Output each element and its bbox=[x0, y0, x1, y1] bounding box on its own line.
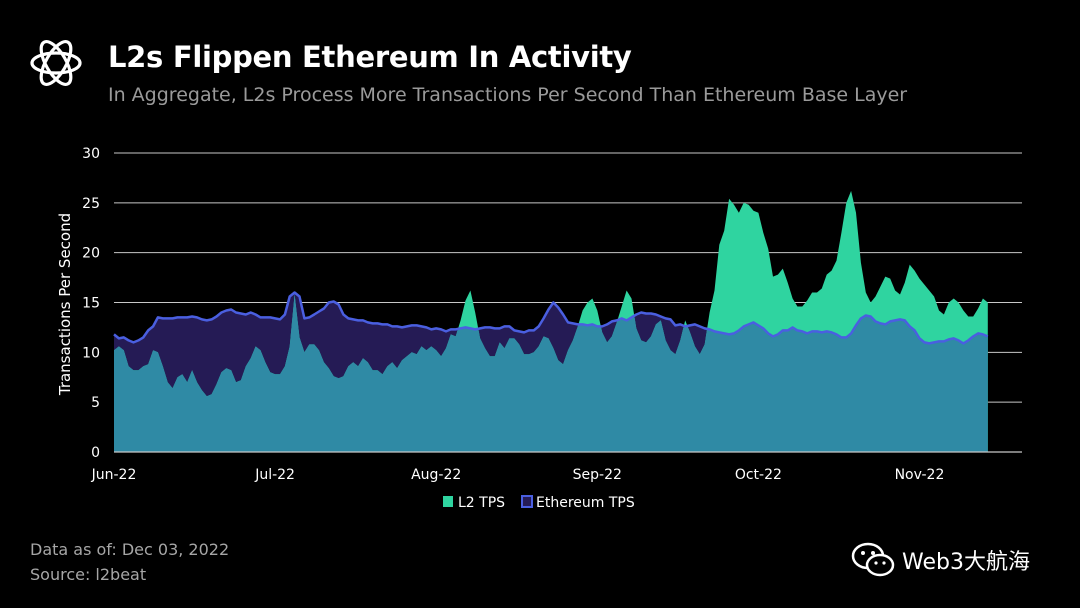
chart-title: L2s Flippen Ethereum In Activity bbox=[108, 40, 632, 74]
wechat-icon bbox=[851, 542, 895, 577]
y-tick-label: 10 bbox=[82, 345, 100, 361]
legend-label-l2: L2 TPS bbox=[458, 495, 505, 511]
y-tick-label: 30 bbox=[82, 146, 100, 162]
x-tick-label: Oct-22 bbox=[735, 467, 782, 483]
y-tick-label: 15 bbox=[82, 296, 100, 312]
legend-label-ethereum: Ethereum TPS bbox=[536, 495, 635, 511]
x-tick-label: Jul-22 bbox=[254, 467, 295, 483]
y-tick-label: 0 bbox=[91, 445, 100, 461]
overlap-area bbox=[114, 292, 988, 452]
y-tick-label: 5 bbox=[91, 395, 100, 411]
brand-logo-icon bbox=[30, 40, 82, 86]
watermark: Web3大航海 bbox=[850, 540, 1030, 580]
y-tick-label: 20 bbox=[82, 246, 100, 262]
data-as-of-note: Data as of: Dec 03, 2022 bbox=[30, 540, 230, 559]
x-tick-label: Sep-22 bbox=[573, 467, 622, 483]
y-tick-label: 25 bbox=[82, 196, 100, 212]
source-note: Source: l2beat bbox=[30, 565, 147, 584]
legend: L2 TPS Ethereum TPS bbox=[443, 495, 635, 511]
chart-subtitle: In Aggregate, L2s Process More Transacti… bbox=[108, 84, 908, 106]
ethereum-tps-line bbox=[113, 291, 989, 345]
x-tick-label: Jun-22 bbox=[91, 467, 137, 483]
x-tick-label: Nov-22 bbox=[895, 467, 945, 483]
y-axis-label: Transactions Per Second bbox=[56, 213, 74, 396]
x-tick-label: Aug-22 bbox=[411, 467, 461, 483]
legend-swatch-l2 bbox=[443, 496, 453, 507]
legend-swatch-ethereum bbox=[521, 495, 533, 508]
watermark-text: Web3大航海 bbox=[902, 550, 1030, 575]
